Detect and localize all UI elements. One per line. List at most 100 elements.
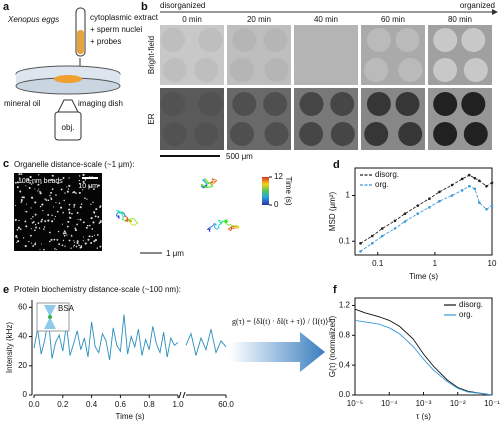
bead [32,215,34,218]
trajectory-step [134,224,137,226]
panel-label: e [3,284,9,296]
bead [37,190,39,192]
panel-label: a [3,1,10,13]
er-image [227,88,291,150]
bead [58,243,61,246]
bead [34,213,37,216]
trajectory-step [122,211,125,215]
cell [229,58,254,82]
bead [54,215,56,218]
point [438,190,441,194]
bead [31,222,34,224]
bead [68,184,71,187]
time-label: 0 min [182,15,202,24]
beads [14,173,102,251]
series-line [354,319,493,396]
cell [330,58,355,82]
x-tick-label: 0.6 [115,400,127,409]
bead [84,179,87,181]
bead [62,211,64,214]
bead [17,240,20,243]
cell [162,58,187,82]
point [473,187,477,191]
point [416,212,419,216]
point [478,179,481,183]
point [380,234,384,238]
trajectory-step [134,219,136,222]
label: + probes [90,37,121,46]
bead [80,245,82,248]
cell [198,92,223,116]
bead [82,173,85,176]
row-label: Bright-field [147,36,156,74]
label: Xenopus eggs [7,15,59,24]
point [460,177,464,181]
bead [84,242,87,245]
bead [66,190,69,193]
bead [56,238,59,241]
bead [74,227,77,230]
bead [34,229,36,232]
cell [364,58,389,82]
probe [48,315,52,319]
bead [72,191,74,194]
bead [88,235,91,238]
cell [463,58,488,82]
bead [51,220,54,223]
bead [19,228,22,231]
bead [64,245,66,247]
y-tick-label: 0.8 [339,330,351,339]
cell [161,28,186,52]
bead [37,183,40,186]
colorbar-ticks: 0 12 Time (s) [269,172,293,209]
timelapse-grid: 0 min 20 min 40 min 60 min 80 min Bright-fiel… [147,15,492,150]
y-tick-label: 0 [23,390,28,399]
bead [78,183,81,185]
cell [364,122,389,146]
bead [76,211,79,214]
extract [77,30,84,54]
x-axis-label: τ (s) [416,412,431,421]
point [428,206,431,209]
bead [34,224,37,226]
point [478,201,481,204]
plot-frame [354,167,493,256]
cell [433,58,458,82]
point [450,194,454,197]
bead [96,247,99,249]
bead [35,242,37,244]
bead [74,229,77,232]
bead [55,248,57,251]
label: 500 μm [226,152,253,161]
x-axis-label: Time (s) [115,412,144,421]
trajectory-step [211,178,214,180]
bead [44,198,46,200]
bead [39,192,42,195]
trajectory-step [228,227,230,230]
bead [32,182,34,184]
bead [53,238,56,241]
y-tick-label: 40 [18,332,27,341]
bead [44,220,47,223]
bead [19,176,21,178]
trajectory-step [204,180,207,183]
trajectory-step [118,211,121,214]
bead [34,201,37,204]
trajectory-step [208,182,213,185]
time-label: 20 min [247,15,271,24]
bead [91,235,94,238]
bead [87,238,90,241]
bead [75,192,77,194]
y-axis-label: G(τ) (normalized) [328,315,337,377]
bead [62,239,65,242]
x-tick-label: 1.0 [172,400,184,409]
bead [97,184,100,187]
x-tick-label: 10⁻¹ [484,399,500,408]
bead [75,245,78,248]
point [467,173,471,177]
bead [67,188,70,190]
point [485,207,488,211]
bead [73,244,75,247]
bead [82,189,84,191]
